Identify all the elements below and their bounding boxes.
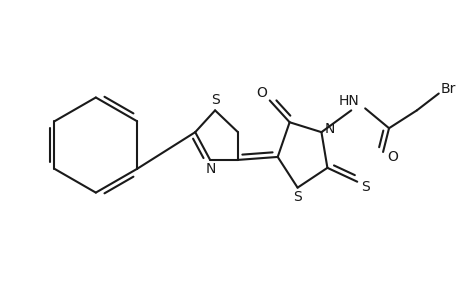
Text: HN: HN	[338, 94, 359, 109]
Text: S: S	[360, 180, 369, 194]
Text: N: N	[206, 162, 216, 176]
Text: S: S	[292, 190, 301, 204]
Text: O: O	[256, 85, 267, 100]
Text: O: O	[387, 150, 397, 164]
Text: Br: Br	[440, 82, 455, 96]
Text: S: S	[210, 94, 219, 107]
Text: N: N	[324, 122, 334, 136]
